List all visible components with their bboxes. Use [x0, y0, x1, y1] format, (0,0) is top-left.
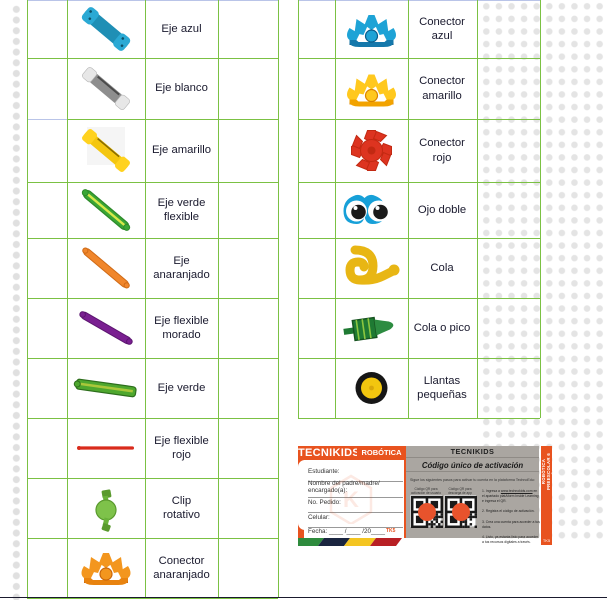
- svg-text:K: K: [343, 487, 359, 512]
